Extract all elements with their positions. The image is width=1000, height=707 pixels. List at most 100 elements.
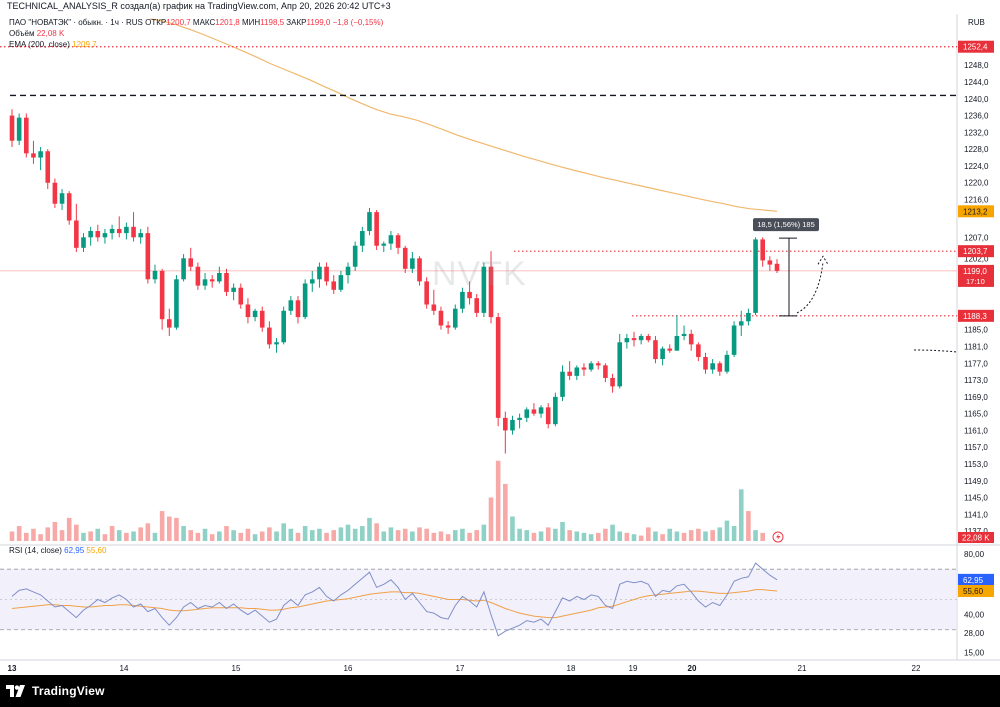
candle-body bbox=[181, 258, 186, 280]
ema-value: 1209,7 bbox=[72, 40, 97, 49]
candle-body bbox=[295, 300, 301, 318]
candle-body bbox=[431, 304, 437, 311]
volume-bar bbox=[174, 517, 179, 541]
series-legend: ПАО "НОВАТЭК" · обыкн. · 1ч · RUS ОТКР12… bbox=[9, 17, 383, 50]
volume-bar bbox=[703, 531, 708, 541]
volume-bar bbox=[259, 531, 265, 541]
time-tick-20: 20 bbox=[688, 664, 697, 673]
candle-body bbox=[731, 325, 737, 355]
time-tick-16: 16 bbox=[344, 664, 353, 673]
last-price-label: 1199,0 bbox=[963, 267, 987, 276]
measure-label-bg bbox=[753, 218, 819, 232]
rsi-tick-0: 80,00 bbox=[964, 550, 985, 559]
candle-body bbox=[646, 335, 651, 341]
candle-body bbox=[395, 235, 401, 248]
volume-bar bbox=[238, 532, 244, 541]
candle-body bbox=[388, 235, 394, 244]
volume-bar bbox=[324, 532, 329, 541]
price-tick-18: 1157,0 bbox=[964, 443, 988, 452]
rsi-ma-value: 55,60 bbox=[86, 546, 107, 555]
open-value: 1200,7 bbox=[166, 18, 191, 27]
volume-bar bbox=[531, 532, 537, 541]
volume-bar bbox=[252, 534, 258, 541]
volume-bar bbox=[9, 531, 15, 541]
time-tick-14: 14 bbox=[120, 664, 129, 673]
volume-bar bbox=[74, 524, 79, 541]
level-label-0: 1252,4 bbox=[963, 43, 988, 52]
candle-body bbox=[38, 151, 43, 158]
price-tick-7: 1220,0 bbox=[964, 179, 989, 188]
ema-200-line bbox=[149, 18, 778, 212]
candle-body bbox=[159, 270, 165, 320]
candle-body bbox=[452, 308, 458, 328]
volume-bar bbox=[102, 534, 108, 541]
volume-bar bbox=[445, 534, 451, 541]
volume-bar bbox=[424, 528, 429, 541]
volume-bar bbox=[295, 532, 301, 541]
candle-body bbox=[345, 266, 351, 276]
volume-bar bbox=[395, 530, 401, 541]
volume-label[interactable]: Объём bbox=[9, 29, 35, 38]
candle-body bbox=[574, 367, 580, 376]
candle-body bbox=[667, 348, 673, 351]
volume-bar bbox=[138, 527, 143, 541]
rsi-value: 62,95 bbox=[64, 546, 85, 555]
price-tick-10: 1202,0 bbox=[964, 254, 989, 263]
volume-bar bbox=[653, 531, 658, 541]
candle-body bbox=[681, 333, 687, 336]
volume-bar bbox=[452, 530, 458, 541]
tradingview-logo[interactable]: TradingView bbox=[6, 684, 105, 698]
candle-body bbox=[560, 371, 565, 397]
candle-body bbox=[202, 279, 208, 286]
volume-bar bbox=[417, 527, 422, 541]
candle-body bbox=[267, 327, 272, 345]
volume-bar bbox=[746, 511, 751, 541]
volume-bar bbox=[631, 534, 637, 541]
volume-bar bbox=[488, 497, 494, 541]
rsi-tick-5: 15,00 bbox=[964, 648, 985, 657]
candle-body bbox=[245, 304, 251, 318]
level-label-bg-3 bbox=[958, 309, 994, 322]
price-chart[interactable]: RUB 1248,0 1244,0 1240,0 1236,0 1232,0 1228,0 1… bbox=[0, 0, 1000, 675]
volume-bar bbox=[38, 534, 43, 541]
volume-bar bbox=[503, 483, 508, 541]
candle-body bbox=[703, 356, 708, 370]
volume-bar bbox=[724, 520, 730, 541]
candle-body bbox=[660, 348, 665, 360]
publish-info: TECHNICAL_ANALYSIS_R создал(а) график на… bbox=[7, 1, 391, 11]
volume-bar bbox=[688, 530, 694, 541]
volume-value-label: 22,08 K bbox=[962, 534, 990, 543]
time-tick-21: 21 bbox=[798, 664, 807, 673]
candle-body bbox=[317, 266, 322, 280]
volume-bar bbox=[581, 532, 587, 541]
symbol-name[interactable]: ПАО "НОВАТЭК" · обыкн. · 1ч · RUS bbox=[9, 18, 143, 27]
high-label: МАКС bbox=[192, 18, 216, 27]
price-tick-16: 1165,0 bbox=[964, 410, 988, 419]
ema-label[interactable]: EMA (200, close) bbox=[9, 40, 70, 49]
volume-bar bbox=[388, 527, 394, 541]
candle-body bbox=[231, 287, 236, 292]
candle-body bbox=[738, 321, 744, 326]
candle-body bbox=[138, 233, 143, 238]
candle-body bbox=[360, 231, 365, 246]
rsi-label[interactable]: RSI (14, close) bbox=[9, 546, 62, 555]
volume-bar bbox=[574, 531, 580, 541]
currency-label: RUB bbox=[968, 18, 985, 27]
volume-bars bbox=[9, 460, 766, 541]
price-tick-14: 1173,0 bbox=[964, 376, 988, 385]
volume-bar bbox=[152, 532, 158, 541]
volume-bar bbox=[109, 526, 115, 541]
rsi-band bbox=[0, 569, 957, 630]
candle-body bbox=[302, 283, 308, 318]
candle-body bbox=[59, 193, 65, 204]
candle-body bbox=[281, 310, 286, 343]
candle-body bbox=[288, 300, 294, 311]
volume-bar bbox=[367, 517, 372, 541]
candle-body bbox=[710, 363, 715, 370]
volume-bar bbox=[16, 526, 22, 541]
candle-body bbox=[474, 298, 480, 313]
candle-body bbox=[259, 310, 265, 328]
volume-bar bbox=[145, 523, 151, 541]
candle-body bbox=[324, 266, 329, 282]
volume-bar bbox=[681, 532, 687, 541]
